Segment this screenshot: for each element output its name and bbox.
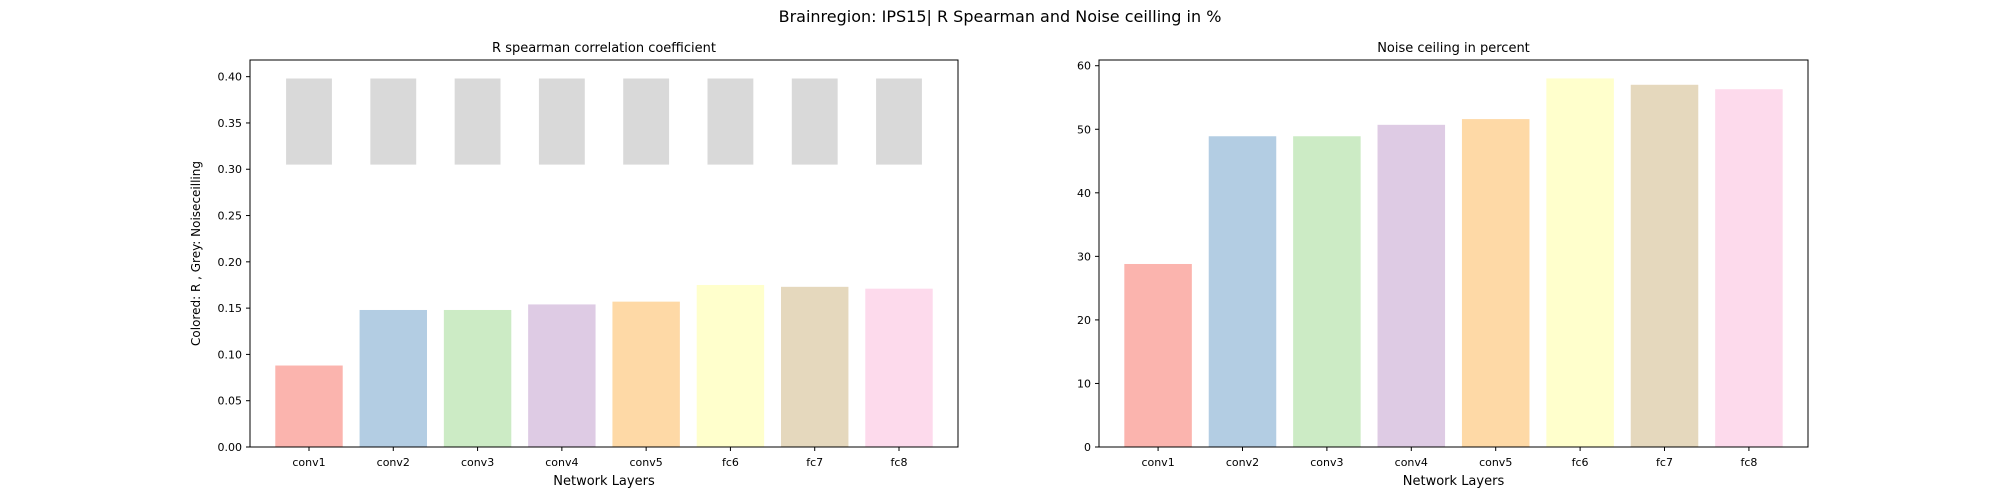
r-spearman-chart: 0.00 0.05 0.10 0.15 0.20 0.25 0.30 0.35 0.40 conv… bbox=[189, 41, 959, 489]
noise-ceiling-bar-fc6 bbox=[707, 78, 754, 165]
y-tick-label: 0 bbox=[1084, 441, 1091, 454]
bar-conv1 bbox=[275, 365, 343, 447]
y-tick-label: 0.25 bbox=[218, 210, 243, 223]
bar-fc7 bbox=[781, 286, 849, 447]
y-axis-label: Colored: R , Grey: Noiseceilling bbox=[189, 161, 203, 346]
noise-ceiling-bar-conv5 bbox=[623, 78, 670, 165]
bar-conv3 bbox=[443, 309, 512, 447]
y-tick-label: 0.30 bbox=[218, 163, 243, 176]
bar-conv5 bbox=[612, 301, 680, 447]
bar-fc8 bbox=[865, 288, 933, 447]
bar-conv4 bbox=[528, 304, 596, 447]
x-tick-label: conv2 bbox=[1226, 456, 1259, 469]
bar-conv2 bbox=[1208, 136, 1277, 447]
y-tick-label: 60 bbox=[1077, 60, 1091, 73]
noise-ceiling-bar-conv3 bbox=[454, 78, 501, 165]
figure-title: Brainregion: IPS15| R Spearman and Noise… bbox=[779, 7, 1222, 26]
y-tick-label: 10 bbox=[1077, 377, 1091, 390]
x-tick-label: conv5 bbox=[1479, 456, 1512, 469]
noise-ceiling-bar-conv1 bbox=[286, 78, 332, 165]
x-tick-label: conv1 bbox=[1141, 456, 1174, 469]
y-tick-label: 50 bbox=[1077, 123, 1091, 136]
noise-ceiling-chart: 0 10 20 30 40 50 60 conv1 conv2 conv3 conv4 conv5 fc… bbox=[1077, 41, 1809, 489]
axes-frame bbox=[249, 59, 959, 448]
x-axis-label: Network Layers bbox=[1403, 474, 1505, 489]
bar-conv2 bbox=[359, 309, 427, 447]
x-tick-label: conv3 bbox=[1310, 456, 1343, 469]
x-tick-label: fc8 bbox=[891, 456, 908, 469]
x-tick-label: fc6 bbox=[722, 456, 739, 469]
bar-fc7 bbox=[1630, 84, 1699, 447]
y-tick-label: 0.40 bbox=[218, 71, 243, 84]
bar-fc6 bbox=[696, 284, 765, 447]
y-tick-label: 0.15 bbox=[218, 302, 243, 315]
x-tick-label: conv4 bbox=[1395, 456, 1428, 469]
y-tick-label: 0.35 bbox=[218, 117, 243, 130]
chart-title: Noise ceiling in percent bbox=[1377, 41, 1530, 56]
x-tick-label: fc8 bbox=[1740, 456, 1757, 469]
x-tick-label: conv2 bbox=[377, 456, 410, 469]
y-tick-label: 30 bbox=[1077, 250, 1091, 263]
x-tick-label: fc6 bbox=[1572, 456, 1589, 469]
x-tick-label: conv1 bbox=[292, 456, 325, 469]
y-tick-label: 40 bbox=[1077, 187, 1091, 200]
y-tick-label: 20 bbox=[1077, 314, 1091, 327]
chart-title: R spearman correlation coefficient bbox=[492, 41, 716, 56]
x-tick-label: conv4 bbox=[545, 456, 578, 469]
noise-ceiling-bar-conv4 bbox=[538, 78, 585, 165]
x-tick-label: conv5 bbox=[630, 456, 663, 469]
noise-ceiling-bar-conv2 bbox=[370, 78, 417, 165]
bar-fc6 bbox=[1546, 78, 1614, 447]
x-tick-label: conv3 bbox=[461, 456, 494, 469]
y-tick-label: 0.05 bbox=[218, 395, 243, 408]
bar-conv1 bbox=[1124, 263, 1192, 447]
noise-ceiling-bar-fc7 bbox=[791, 78, 838, 165]
x-axis-label: Network Layers bbox=[553, 474, 655, 489]
x-tick-label: fc7 bbox=[1656, 456, 1673, 469]
y-tick-label: 0.00 bbox=[218, 441, 243, 454]
x-tick-label: fc7 bbox=[806, 456, 823, 469]
bar-conv4 bbox=[1377, 124, 1446, 447]
axes-frame bbox=[1098, 59, 1809, 448]
y-tick-label: 0.10 bbox=[218, 348, 243, 361]
noise-ceiling-bar-fc8 bbox=[876, 78, 922, 165]
bar-conv5 bbox=[1461, 119, 1530, 448]
y-tick-label: 0.20 bbox=[218, 256, 243, 269]
bar-conv3 bbox=[1293, 136, 1361, 447]
bar-fc8 bbox=[1715, 89, 1783, 447]
